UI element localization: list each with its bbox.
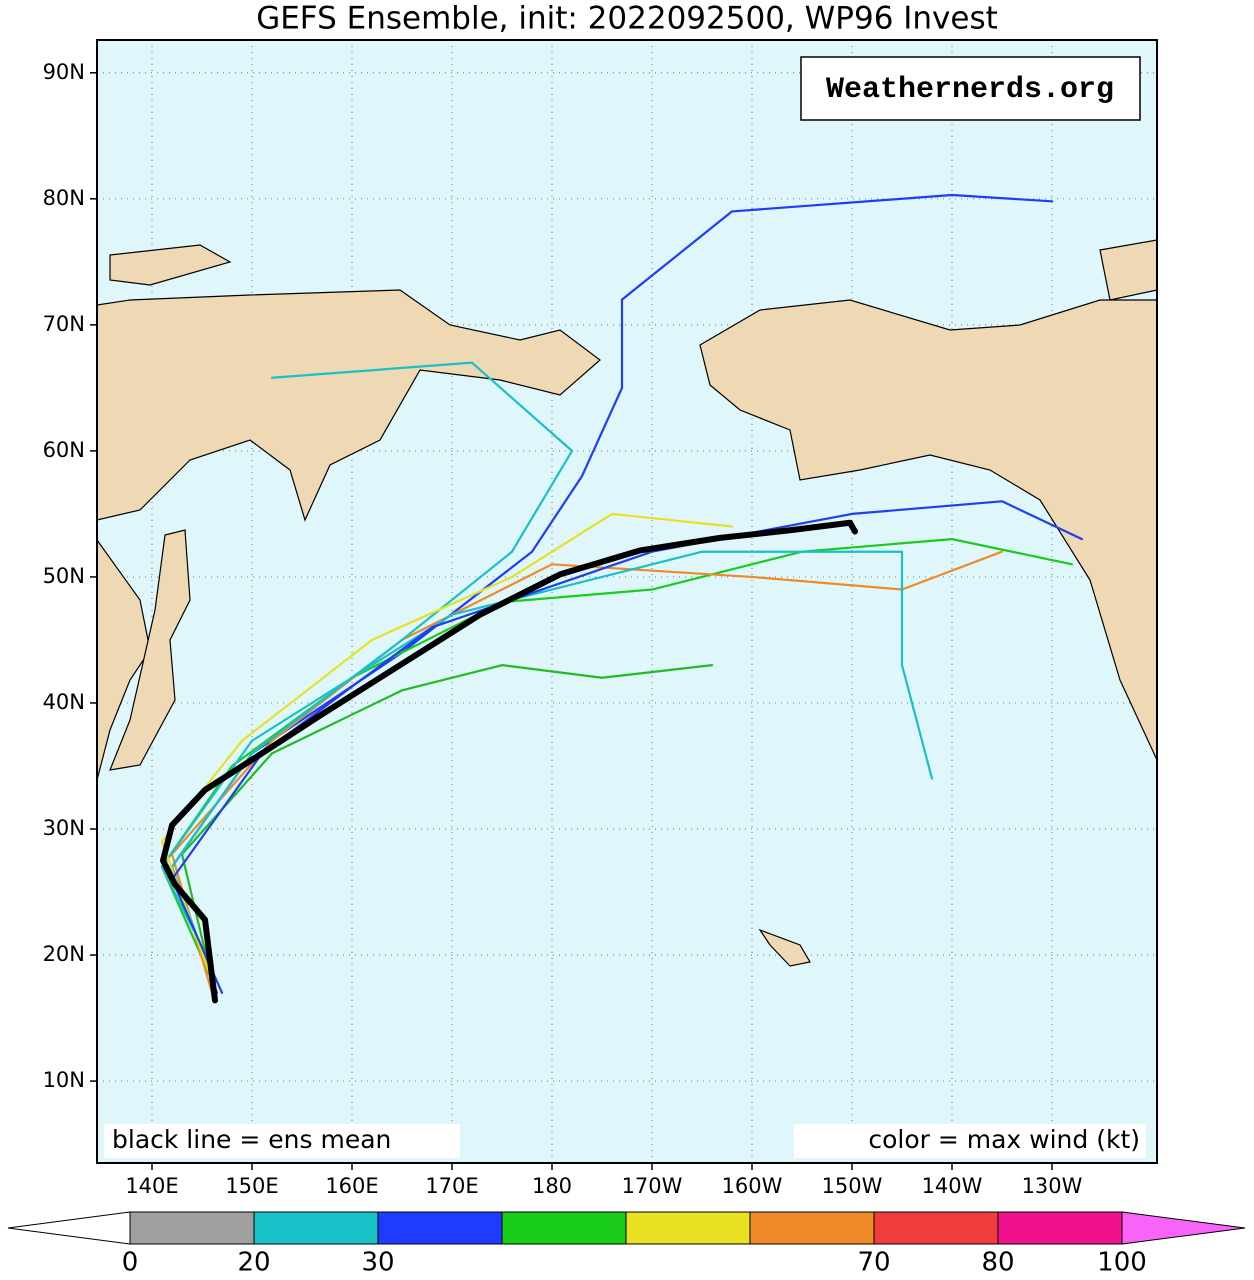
colorbar-segment <box>749 1211 875 1245</box>
annotation: black line = ens mean <box>112 1125 391 1154</box>
colorbar-segment <box>377 1211 503 1245</box>
y-tick-label: 10N <box>43 1068 85 1092</box>
member-track <box>160 512 734 982</box>
colorbar-label: 30 <box>361 1248 394 1278</box>
colorbar-segment <box>625 1211 751 1245</box>
y-tick-label: 40N <box>43 690 85 714</box>
y-tick-label: 80N <box>43 186 85 210</box>
member-track <box>170 361 574 982</box>
frame <box>96 39 1158 1164</box>
north-america <box>699 299 1158 761</box>
japan <box>109 529 191 771</box>
y-tick-label: 30N <box>43 816 85 840</box>
hawaii <box>758 928 811 967</box>
annotation: color = max wind (kt) <box>868 1125 1140 1154</box>
x-tick-label: 160E <box>325 1174 378 1198</box>
x-tick-label: 180 <box>532 1174 572 1198</box>
island <box>109 244 232 286</box>
arctic-island <box>1099 239 1158 301</box>
member-track <box>170 550 1004 994</box>
colorbar-over <box>1121 1211 1246 1245</box>
land <box>96 239 1158 967</box>
colorbar-label: 80 <box>981 1248 1014 1278</box>
colorbar-label: 20 <box>237 1248 270 1278</box>
colorbar-label: 0 <box>122 1248 139 1278</box>
x-tick-label: 140W <box>922 1174 983 1198</box>
y-tick-label: 70N <box>43 312 85 336</box>
y-tick-label: 20N <box>43 942 85 966</box>
annotation-box <box>794 1124 1146 1158</box>
mean-track <box>160 519 858 1004</box>
colorbar-under <box>7 1211 131 1245</box>
watermark: Weathernerds.org <box>826 73 1114 107</box>
colorbar-segment <box>129 1211 255 1245</box>
colorbar-label: 100 <box>1097 1248 1147 1278</box>
member-track <box>160 550 934 969</box>
y-tick-label: 60N <box>43 438 85 462</box>
colorbar-label: 70 <box>857 1248 890 1278</box>
x-tick-label: 170E <box>425 1174 478 1198</box>
y-tick-label: 50N <box>43 564 85 588</box>
y-tick-label: 90N <box>43 60 85 84</box>
x-tick-label: 160W <box>722 1174 783 1198</box>
colorbar-segment <box>873 1211 999 1245</box>
watermark-box <box>800 56 1141 121</box>
member-track <box>170 500 1084 994</box>
tracks <box>160 193 1084 1004</box>
asia <box>96 289 601 522</box>
colorbar-segment <box>501 1211 627 1245</box>
x-tick-label: 130W <box>1022 1174 1083 1198</box>
x-tick-label: 140E <box>125 1174 178 1198</box>
annotation-box <box>104 1124 460 1158</box>
chart-title: GEFS Ensemble, init: 2022092500, WP96 In… <box>256 1 998 37</box>
colorbar: 0 20 30 70 80 100 <box>7 1211 1246 1278</box>
colorbar-segment <box>997 1211 1123 1245</box>
ocean <box>97 40 1157 1163</box>
colorbar-segment <box>253 1211 379 1245</box>
x-tick-label: 150W <box>822 1174 883 1198</box>
x-tick-label: 170W <box>622 1174 683 1198</box>
x-tick-label: 150E <box>225 1174 278 1198</box>
